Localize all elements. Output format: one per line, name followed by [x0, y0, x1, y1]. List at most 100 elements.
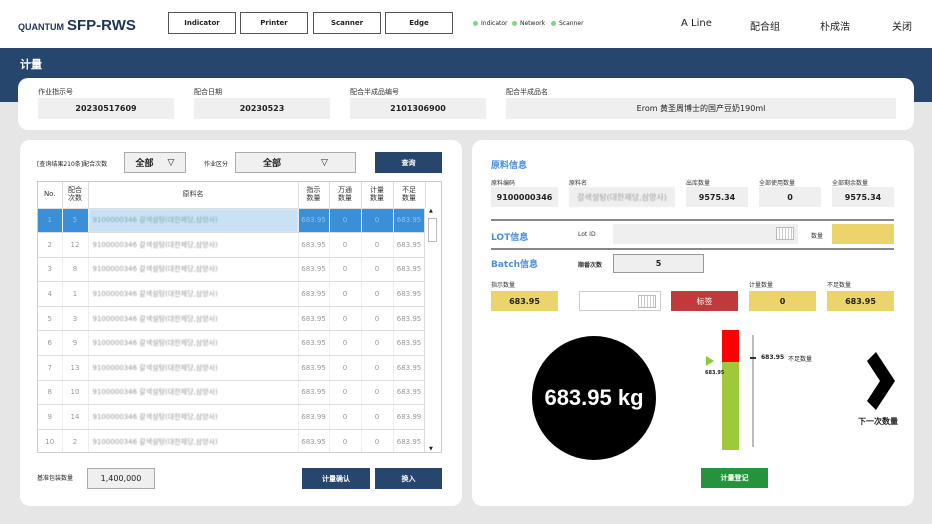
- scroll-down-icon[interactable]: ▼: [429, 446, 433, 452]
- table-row[interactable]: 5 3 9100000346 갈색설탕(대한제당,삼양사) 683.95 0 0 683.9…: [38, 306, 426, 332]
- query-button[interactable]: 查询: [375, 152, 442, 173]
- printer-button[interactable]: Printer: [240, 12, 308, 34]
- table-cell: 7: [38, 355, 63, 381]
- table-row[interactable]: 7 13 9100000346 갈색설탕(대한제당,삼양사) 683.95 0 0 683.…: [38, 355, 426, 381]
- gauge-short-label: 不足数量: [788, 356, 813, 363]
- table-cell: 683.95: [298, 429, 330, 452]
- table-cell: 0: [361, 404, 394, 430]
- base-pack-label: 基准包装数量: [37, 475, 74, 482]
- scanner-button[interactable]: Scanner: [313, 12, 381, 34]
- batch-count-value: 5: [613, 254, 704, 273]
- register-measure-button[interactable]: 计量登记: [701, 468, 768, 488]
- close-button[interactable]: 关闭: [892, 22, 912, 33]
- table-cell: 0: [361, 257, 394, 283]
- table-cell: 683.95: [393, 429, 426, 452]
- top-bar: [0, 0, 932, 48]
- table-cell: 13: [62, 355, 89, 381]
- table-cell: 0: [329, 208, 362, 234]
- table-cell: 9100000346 갈색설탕(대한제당,삼양사): [88, 380, 299, 406]
- table-cell: 2: [38, 232, 63, 258]
- table-cell: 12: [62, 232, 89, 258]
- column-header[interactable]: 指示 数量: [298, 182, 330, 209]
- table-scrollbar[interactable]: ▲ ▼: [424, 208, 441, 452]
- confirm-measure-button[interactable]: 计量确认: [302, 468, 370, 489]
- table-cell: 683.95: [298, 257, 330, 283]
- result-count-label: [查询结果210条]配合次数: [37, 161, 108, 168]
- scroll-thumb[interactable]: [428, 218, 437, 242]
- table-cell: 1: [62, 281, 89, 307]
- semi-code-value: 2101306900: [350, 98, 486, 119]
- used-qty-label: 全部使用数量: [759, 180, 796, 187]
- table-cell: 6: [38, 330, 63, 357]
- remain-qty-value: 9575.34: [832, 187, 894, 207]
- divider: [491, 248, 894, 250]
- work-type-dropdown[interactable]: 全部 ▽: [235, 152, 356, 173]
- scroll-up-icon[interactable]: ▲: [429, 208, 433, 214]
- order-info-card: 作业指示号 20230517609 配合日期 20230523 配合半成品编号 …: [18, 78, 914, 130]
- nav-group[interactable]: 配合组: [750, 22, 780, 33]
- status-network: Network: [512, 20, 545, 27]
- label-print-button[interactable]: 标签: [671, 291, 738, 311]
- lot-id-input[interactable]: [613, 224, 798, 244]
- keyboard-icon[interactable]: [776, 227, 794, 240]
- lot-qty-value: [832, 224, 894, 244]
- table-cell: 683.99: [393, 404, 426, 430]
- table-row[interactable]: 3 8 9100000346 갈색설탕(대한제당,삼양사) 683.95 0 0 683.9…: [38, 257, 426, 283]
- edge-button[interactable]: Edge: [385, 12, 453, 34]
- table-cell: 683.95: [298, 232, 330, 258]
- column-header[interactable]: 不足 数量: [393, 182, 426, 209]
- table-cell: 683.95: [298, 306, 330, 332]
- divider: [491, 219, 894, 221]
- gauge-scale-line: [752, 335, 754, 447]
- table-cell: 8: [62, 257, 89, 283]
- table-row[interactable]: 10 2 9100000346 갈색설탕(대한제당,삼양사) 683.95 0 0 683.…: [38, 429, 426, 452]
- gauge-scale-tick: [750, 357, 756, 359]
- table-row[interactable]: 8 10 9100000346 갈색설탕(대한제당,삼양사) 683.95 0 0 683.…: [38, 380, 426, 406]
- table-row[interactable]: 6 9 9100000346 갈색설탕(대한제당,삼양사) 683.95 0 0 683.9…: [38, 330, 426, 357]
- mix-date-value: 20230523: [194, 98, 330, 119]
- column-header[interactable]: 计量 数量: [361, 182, 394, 209]
- work-type-label: 作业区分: [204, 161, 229, 168]
- column-header[interactable]: 万通 数量: [329, 182, 362, 209]
- table-cell: 683.95: [393, 330, 426, 357]
- table-cell: 0: [329, 355, 362, 381]
- batch-count-label: 顺番次数: [578, 262, 603, 269]
- mix-count-dropdown[interactable]: 全部 ▽: [124, 152, 186, 173]
- table-cell: 5: [62, 208, 89, 234]
- table-cell: 10: [62, 380, 89, 406]
- next-quantity-label[interactable]: 下一次数量: [858, 417, 898, 426]
- table-row[interactable]: 9 14 9100000346 갈색설탕(대한제당,삼양사) 683.99 0 0 683.…: [38, 404, 426, 430]
- table-cell: 14: [62, 404, 89, 430]
- table-row[interactable]: 1 5 9100000346 갈색설탕(대한제당,삼양사) 683.95 0 0 683.9…: [38, 208, 426, 234]
- status-indicator: Indicator: [473, 20, 508, 27]
- insert-button[interactable]: 换入: [375, 468, 442, 489]
- keyboard-icon[interactable]: [638, 295, 656, 308]
- next-chevron-icon[interactable]: [867, 352, 897, 410]
- table-cell: 10: [38, 429, 63, 452]
- column-header[interactable]: 原料名: [88, 182, 299, 209]
- material-name-label: 原料名: [569, 180, 588, 187]
- column-header[interactable]: 配合 次数: [62, 182, 89, 209]
- table-row[interactable]: 2 12 9100000346 갈색설탕(대한제당,삼양사) 683.95 0 0 683.…: [38, 232, 426, 258]
- measured-qty-label: 计量数量: [749, 282, 774, 289]
- column-header[interactable]: No.: [38, 182, 63, 209]
- table-cell: 0: [329, 404, 362, 430]
- out-qty-label: 出库数量: [686, 180, 711, 187]
- indicator-button[interactable]: Indicator: [168, 12, 236, 34]
- mix-date-label: 配合日期: [194, 88, 222, 96]
- table-cell: 0: [329, 380, 362, 406]
- material-code-value: 9100000346: [491, 187, 558, 207]
- table-row[interactable]: 4 1 9100000346 갈색설탕(대한제당,삼양사) 683.95 0 0 683.9…: [38, 281, 426, 307]
- table-cell: 9: [62, 330, 89, 357]
- nav-user[interactable]: 朴成浩: [820, 22, 850, 33]
- material-info-title: 原料信息: [491, 161, 528, 171]
- material-table: No. 配合 次数 原料名 指示 数量 万通 数量 计量 数量 不足 数量 1 5 910000…: [37, 181, 442, 453]
- table-cell: 683.95: [393, 257, 426, 283]
- table-cell: 683.95: [298, 355, 330, 381]
- chevron-down-icon: ▽: [321, 157, 328, 168]
- table-cell: 3: [62, 306, 89, 332]
- lot-id-label: Lot ID: [578, 231, 596, 238]
- table-cell: 683.95: [393, 355, 426, 381]
- nav-line[interactable]: A Line: [681, 18, 712, 29]
- weight-input[interactable]: [579, 291, 661, 311]
